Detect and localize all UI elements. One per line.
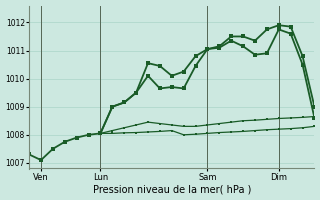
X-axis label: Pression niveau de la mer( hPa ): Pression niveau de la mer( hPa ) xyxy=(92,184,251,194)
